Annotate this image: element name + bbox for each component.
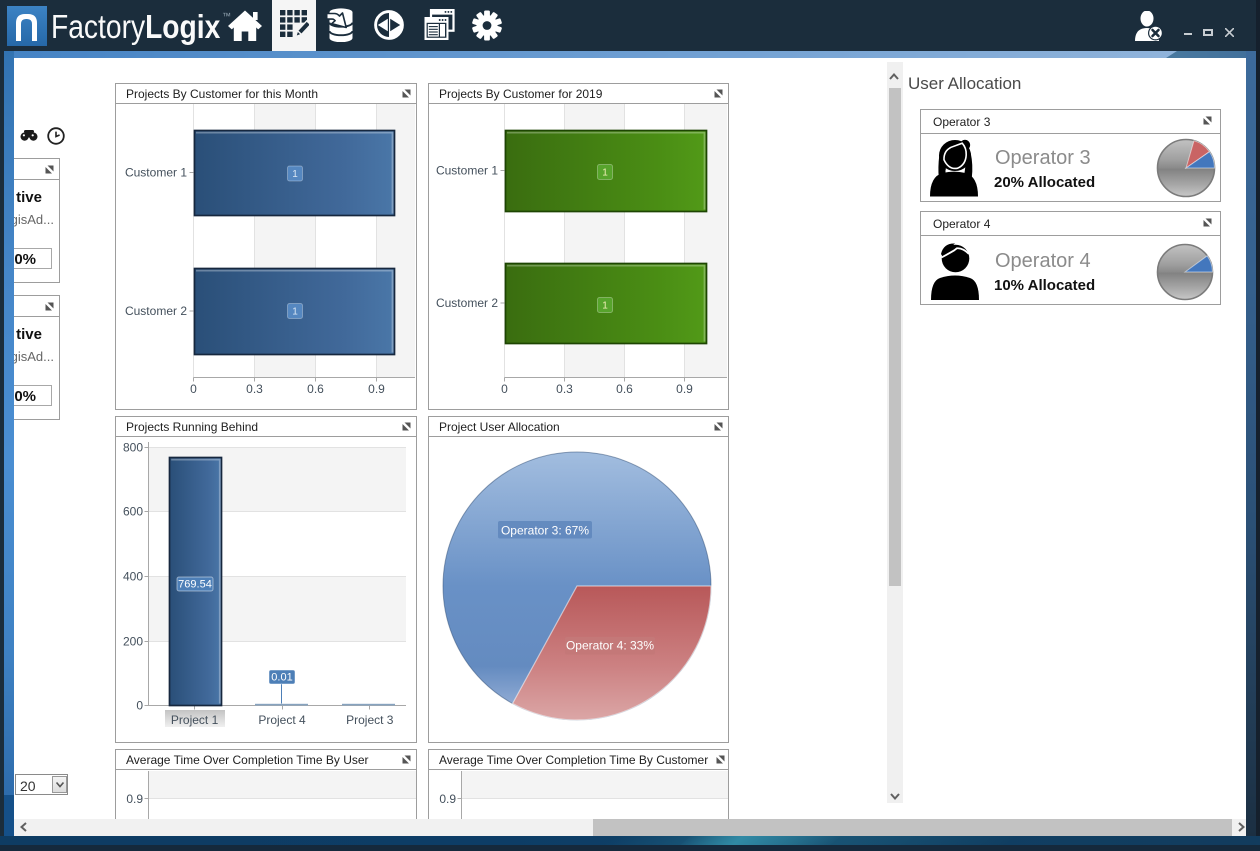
svg-text:Project 4: Project 4 bbox=[258, 713, 306, 727]
svg-text:200: 200 bbox=[123, 635, 143, 649]
svg-text:0: 0 bbox=[501, 382, 508, 396]
svg-text:0.9: 0.9 bbox=[368, 382, 385, 396]
svg-text:0.9: 0.9 bbox=[439, 792, 456, 806]
svg-text:Operator 4: 33%: Operator 4: 33% bbox=[566, 639, 654, 653]
svg-text:400: 400 bbox=[123, 570, 143, 584]
svg-text:0.9: 0.9 bbox=[126, 792, 143, 806]
svg-text:Project 1: Project 1 bbox=[171, 713, 219, 727]
svg-text:800: 800 bbox=[123, 441, 143, 455]
svg-text:0.3: 0.3 bbox=[556, 382, 573, 396]
svg-text:Customer 2: Customer 2 bbox=[436, 296, 498, 310]
svg-text:0: 0 bbox=[190, 382, 197, 396]
svg-text:0.9: 0.9 bbox=[676, 382, 693, 396]
svg-text:Customer 1: Customer 1 bbox=[125, 166, 187, 180]
svg-text:1: 1 bbox=[292, 307, 298, 318]
svg-text:600: 600 bbox=[123, 505, 143, 519]
svg-text:0.6: 0.6 bbox=[616, 382, 633, 396]
svg-text:1: 1 bbox=[292, 169, 298, 180]
svg-text:Operator 3: 67%: Operator 3: 67% bbox=[501, 524, 589, 538]
svg-text:0.6: 0.6 bbox=[307, 382, 324, 396]
svg-text:769.54: 769.54 bbox=[178, 579, 212, 591]
svg-text:0.3: 0.3 bbox=[246, 382, 263, 396]
svg-text:0.01: 0.01 bbox=[271, 672, 292, 684]
svg-text:Customer 2: Customer 2 bbox=[125, 304, 187, 318]
svg-text:Project 3: Project 3 bbox=[346, 713, 394, 727]
svg-text:Customer 1: Customer 1 bbox=[436, 164, 498, 178]
svg-text:0: 0 bbox=[136, 699, 143, 713]
svg-text:1: 1 bbox=[602, 168, 608, 179]
svg-text:1: 1 bbox=[602, 301, 608, 312]
